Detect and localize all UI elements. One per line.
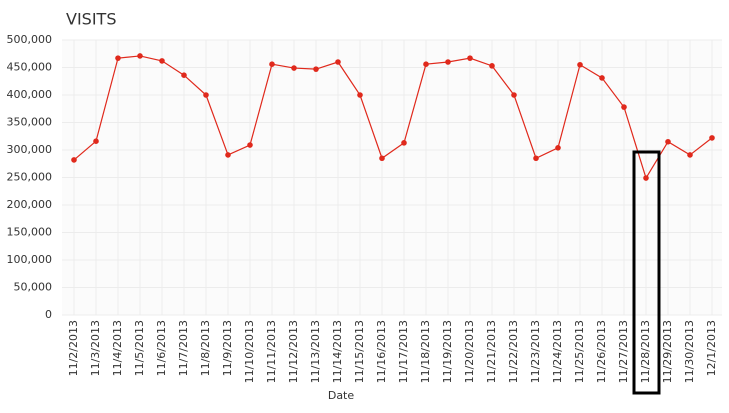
- x-tick-label: 11/21/2013: [485, 320, 498, 383]
- x-tick-label: 11/16/2013: [375, 320, 388, 383]
- x-tick-label: 11/19/2013: [441, 320, 454, 383]
- x-tick-label: 11/4/2013: [111, 320, 124, 376]
- point: [423, 61, 429, 67]
- line: [73, 55, 713, 180]
- x-tick-label: 11/9/2013: [221, 320, 234, 376]
- point: [115, 55, 121, 61]
- y-tick-label: 400,000: [7, 88, 53, 101]
- y-tick-label: 500,000: [7, 33, 53, 46]
- point: [621, 104, 627, 110]
- x-tick-label: 11/25/2013: [573, 320, 586, 383]
- x-tick-label: 11/12/2013: [287, 320, 300, 383]
- x-tick-label: 11/7/2013: [177, 320, 190, 376]
- x-tick-label: 11/5/2013: [133, 320, 146, 376]
- y-tick-label: 100,000: [7, 253, 53, 266]
- point: [269, 61, 275, 67]
- point: [247, 142, 253, 148]
- point: [489, 63, 495, 69]
- point: [709, 135, 715, 141]
- point: [203, 92, 209, 98]
- y-tick-label: 300,000: [7, 143, 53, 156]
- y-tick-label: 200,000: [7, 198, 53, 211]
- x-tick-label: 11/6/2013: [155, 320, 168, 376]
- x-tick-label: 11/20/2013: [463, 320, 476, 383]
- y-tick-label: 350,000: [7, 116, 53, 129]
- point: [511, 92, 517, 98]
- x-tick-label: 11/23/2013: [529, 320, 542, 383]
- y-tick-label: 150,000: [7, 226, 53, 239]
- x-tick-label: 11/28/2013: [639, 320, 652, 383]
- x-tick-label: 11/24/2013: [551, 320, 564, 383]
- point: [599, 75, 605, 81]
- point: [467, 55, 473, 61]
- point: [687, 152, 693, 158]
- point: [291, 65, 297, 71]
- point: [401, 140, 407, 146]
- point: [93, 138, 99, 144]
- point: [643, 175, 649, 181]
- x-tick-label: 11/29/2013: [661, 320, 674, 383]
- x-tick-label: 11/30/2013: [683, 320, 696, 383]
- point: [313, 66, 319, 72]
- y-tick-label: 450,000: [7, 61, 53, 74]
- x-tick-label: 11/15/2013: [353, 320, 366, 383]
- x-tick-label: 11/2/2013: [67, 320, 80, 376]
- highlight-box: [632, 150, 661, 395]
- x-tick-label: 11/3/2013: [89, 320, 102, 376]
- point: [159, 58, 165, 64]
- point: [71, 157, 77, 163]
- x-tick-label: 11/22/2013: [507, 320, 520, 383]
- point: [533, 155, 539, 162]
- x-axis-label: Date: [328, 389, 355, 402]
- point: [577, 61, 583, 68]
- x-tick-label: 11/26/2013: [595, 320, 608, 383]
- point: [225, 152, 231, 158]
- x-tick-label: 12/1/2013: [705, 320, 718, 376]
- x-tick-label: 11/10/2013: [243, 320, 256, 383]
- y-tick-label: 250,000: [7, 171, 53, 184]
- x-tick-label: 11/8/2013: [199, 320, 212, 376]
- chart-title: VISITS: [66, 10, 116, 29]
- x-tick-label: 11/27/2013: [617, 320, 630, 383]
- point: [665, 138, 671, 145]
- y-tick-label: 0: [45, 308, 52, 321]
- point: [335, 59, 341, 65]
- point: [137, 53, 143, 59]
- x-tick-label: 11/17/2013: [397, 320, 410, 383]
- x-tick-label: 11/13/2013: [309, 320, 322, 383]
- point: [555, 145, 561, 151]
- point: [357, 92, 363, 98]
- y-tick-label: 50,000: [14, 281, 53, 294]
- point: [379, 155, 385, 162]
- point: [445, 59, 451, 65]
- x-tick-label: 11/18/2013: [419, 320, 432, 383]
- x-tick-label: 11/14/2013: [331, 320, 344, 383]
- x-tick-label: 11/11/2013: [265, 320, 278, 383]
- point: [181, 72, 187, 78]
